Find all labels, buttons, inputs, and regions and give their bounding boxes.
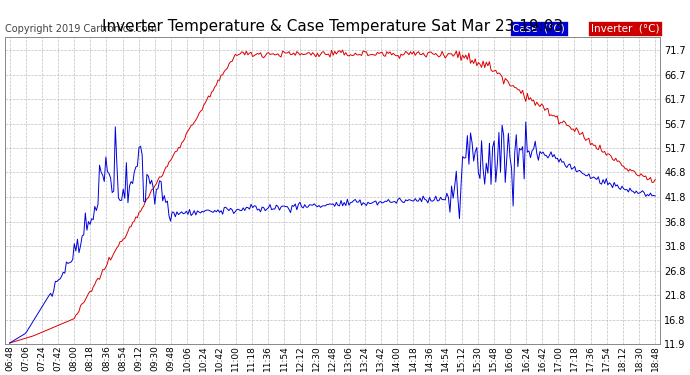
Text: Inverter  (°C): Inverter (°C) <box>591 24 660 34</box>
Text: Case  (°C): Case (°C) <box>512 24 565 34</box>
Title: Inverter Temperature & Case Temperature Sat Mar 23 19:03: Inverter Temperature & Case Temperature … <box>102 19 563 34</box>
Text: Copyright 2019 Cartronics.com: Copyright 2019 Cartronics.com <box>5 24 157 34</box>
